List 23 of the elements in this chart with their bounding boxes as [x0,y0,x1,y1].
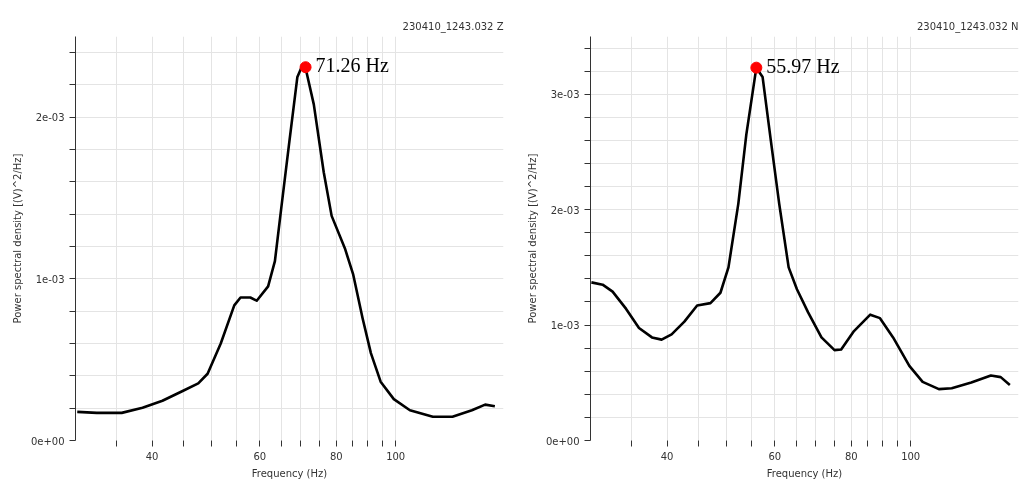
y-tick-label: 2e-03 [550,204,580,216]
annotation: 71.26 Hz [315,54,390,77]
x-axis-title: Frequency (Hz) [251,467,328,479]
y-tick-label: 3e-03 [550,89,580,101]
x-tick-label: 80 [844,450,858,462]
y-tick-label: 2e-03 [35,112,65,124]
y-tick-label: 0e+00 [545,435,580,447]
x-tick-label: 80 [329,450,343,462]
x-tick-label: 100 [386,450,406,462]
x-tick-label: 60 [768,450,782,462]
y-tick-label: 1e-03 [35,273,65,285]
chart-title: 230410_1243.032 N [916,20,1019,33]
x-axis-title: Frequency (Hz) [766,467,843,479]
chart-title: 230410_1243.032 Z [402,20,504,33]
y-axis-title: Power spectral density [(V)^2/Hz] [11,153,23,324]
x-tick-label: 60 [253,450,267,462]
annotation: 55.97 Hz [766,54,840,77]
x-tick-label: 40 [145,450,159,462]
x-tick-label: 100 [901,450,921,462]
y-tick-label: 0e+00 [30,435,65,447]
x-tick-label: 40 [660,450,674,462]
y-tick-label: 1e-03 [550,320,580,332]
y-axis-title: Power spectral density [(V)^2/Hz] [526,153,538,324]
